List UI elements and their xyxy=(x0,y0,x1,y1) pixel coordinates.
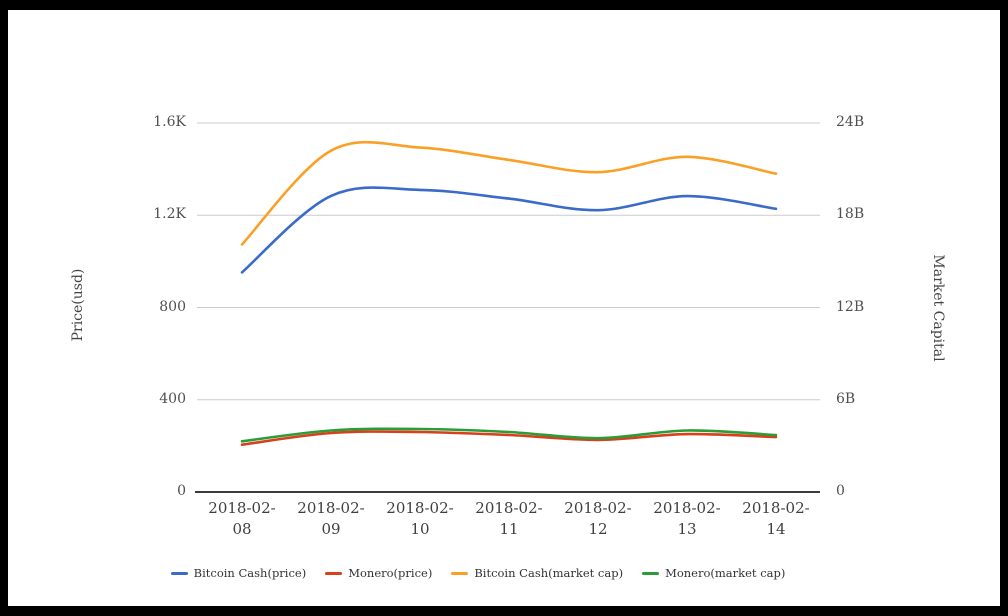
legend-label: Bitcoin Cash(market cap) xyxy=(474,566,624,580)
legend-item-monero-price[interactable]: Monero(price) xyxy=(325,566,432,580)
left-axis-title: Price(usd) xyxy=(70,268,86,342)
legend-label: Monero(price) xyxy=(348,566,433,580)
x-tick-line1: 2018-02- xyxy=(564,499,632,517)
x-tick-line1: 2018-02- xyxy=(653,499,721,517)
right-axis-tick: 24B xyxy=(836,114,865,130)
x-tick-line1: 2018-02- xyxy=(742,499,810,517)
x-tick-line2: 14 xyxy=(766,520,786,538)
x-tick-line2: 08 xyxy=(232,520,252,538)
x-axis-tick: 2018-02- 12 xyxy=(550,498,646,540)
x-tick-line1: 2018-02- xyxy=(208,499,276,517)
right-axis-tick: 0 xyxy=(836,483,845,499)
right-axis-tick: 18B xyxy=(836,206,865,223)
legend-item-bitcoin-cash-market-cap[interactable]: Bitcoin Cash(market cap) xyxy=(451,566,623,580)
chart-legend: Bitcoin Cash(price) Monero(price) Bitcoin … xyxy=(0,566,956,580)
series-line-bitcoin-cash-market-cap xyxy=(240,140,778,246)
x-tick-line2: 12 xyxy=(588,520,608,538)
x-tick-line1: 2018-02- xyxy=(297,499,365,517)
series-line-monero-price xyxy=(240,430,778,446)
x-axis-tick: 2018-02- 14 xyxy=(728,498,824,540)
left-axis-tick: 400 xyxy=(159,390,186,407)
legend-item-bitcoin-cash-price[interactable]: Bitcoin Cash(price) xyxy=(170,566,307,580)
left-axis-tick: 1.6K xyxy=(153,114,186,130)
x-tick-line2: 11 xyxy=(499,520,519,538)
left-axis-tick: 0 xyxy=(177,483,186,499)
right-axis-title: Market Capital xyxy=(930,254,946,362)
x-tick-line2: 09 xyxy=(321,520,341,538)
x-tick-line1: 2018-02- xyxy=(475,499,543,517)
legend-swatch-monero-market-cap xyxy=(642,571,660,575)
x-tick-line1: 2018-02- xyxy=(386,499,454,517)
x-tick-line2: 10 xyxy=(410,520,430,538)
x-tick-line2: 13 xyxy=(677,520,697,538)
legend-swatch-monero-price xyxy=(325,571,343,575)
right-axis-tick: 6B xyxy=(836,390,856,407)
legend-swatch-bitcoin-cash-price xyxy=(170,571,188,575)
series-line-monero-market-cap xyxy=(240,427,778,443)
legend-label: Bitcoin Cash(price) xyxy=(193,566,307,580)
legend-label: Monero(market cap) xyxy=(665,566,786,580)
left-axis-tick: 1.2K xyxy=(153,206,186,223)
legend-item-monero-market-cap[interactable]: Monero(market cap) xyxy=(642,566,785,580)
left-axis-tick: 800 xyxy=(159,298,186,315)
x-axis-tick: 2018-02- 10 xyxy=(372,498,468,540)
legend-swatch-bitcoin-cash-market-cap xyxy=(451,571,469,575)
x-axis-tick: 2018-02- 08 xyxy=(194,498,290,540)
series-line-bitcoin-cash-price xyxy=(240,186,778,274)
x-axis-tick: 2018-02- 11 xyxy=(461,498,557,540)
x-axis-tick: 2018-02- 09 xyxy=(283,498,379,540)
x-axis-tick: 2018-02- 13 xyxy=(639,498,735,540)
right-axis-tick: 12B xyxy=(836,298,865,315)
